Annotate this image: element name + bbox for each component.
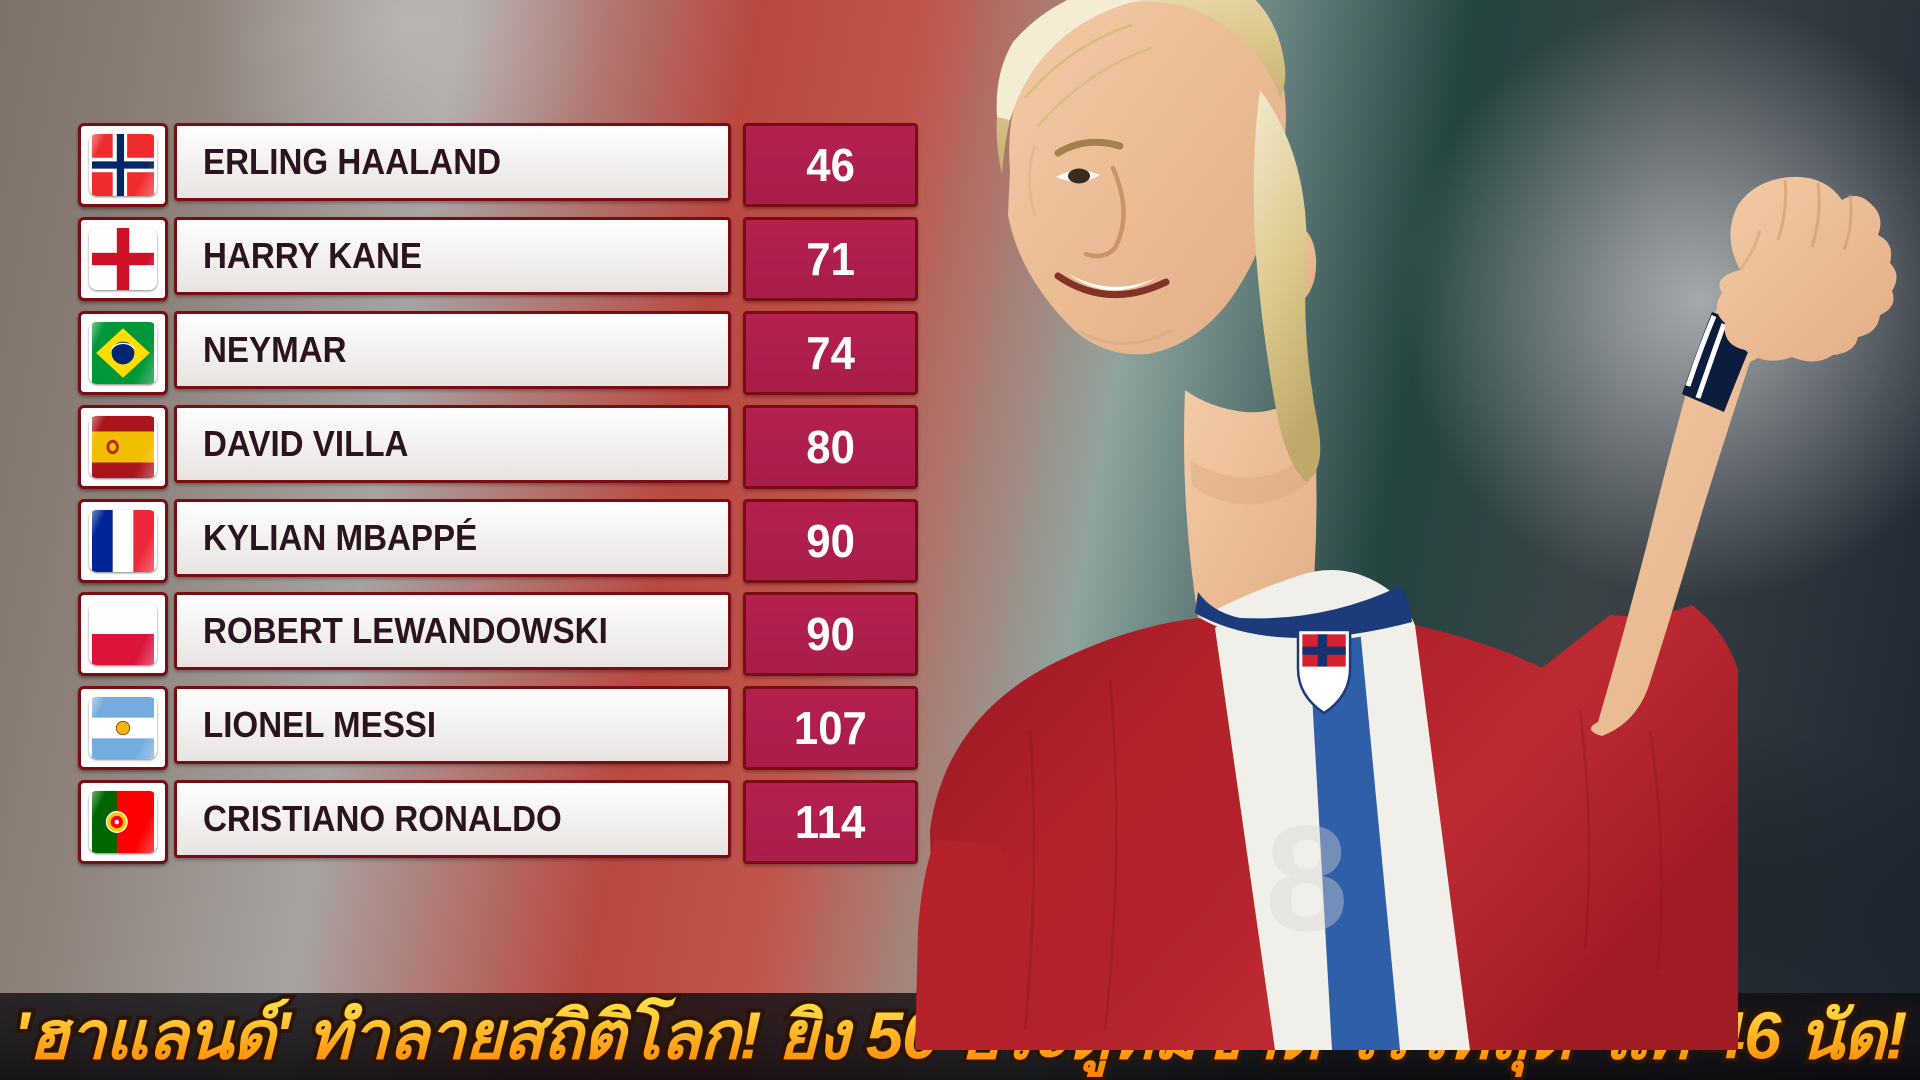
svg-text:8: 8	[1265, 794, 1348, 962]
